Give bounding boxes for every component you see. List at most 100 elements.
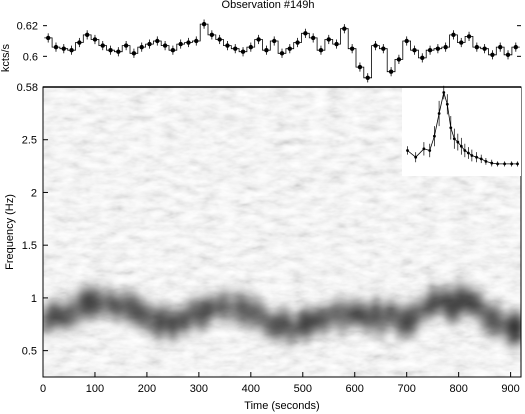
x-tick-label: 900 bbox=[501, 383, 519, 395]
inset-point bbox=[437, 112, 441, 115]
light-curve-point bbox=[490, 52, 495, 57]
light-curve-point bbox=[310, 35, 316, 41]
light-curve-point bbox=[61, 46, 66, 51]
inset-point bbox=[433, 134, 436, 138]
inset-power-spectrum bbox=[402, 85, 521, 176]
inset-point bbox=[496, 162, 499, 166]
y-axis-ticks: 0.5 1 1.5 2 2.5 bbox=[22, 135, 48, 358]
y-tick-label: 1 bbox=[31, 293, 37, 305]
inset-point bbox=[406, 149, 409, 152]
light-curve-point bbox=[264, 48, 269, 53]
light-curve-point bbox=[373, 43, 378, 48]
inset-point bbox=[459, 144, 463, 148]
light-curve-point bbox=[505, 52, 511, 57]
x-tick-label: 300 bbox=[190, 383, 208, 395]
inset-series bbox=[406, 85, 519, 167]
spectrogram-ridge bbox=[43, 278, 521, 349]
x-tick-label: 400 bbox=[242, 383, 260, 395]
x-tick-label: 200 bbox=[138, 383, 156, 395]
light-curve-point bbox=[295, 40, 300, 45]
inset-point bbox=[466, 151, 470, 155]
inset-point bbox=[490, 161, 494, 165]
x-tick-label: 700 bbox=[398, 383, 416, 395]
light-curve-point bbox=[100, 43, 105, 48]
light-curve-y-tick-label: 0.62 bbox=[17, 21, 38, 33]
inset-point bbox=[449, 126, 453, 130]
x-tick-label: 800 bbox=[449, 383, 467, 395]
light-curve-point bbox=[116, 49, 121, 54]
light-curve-point bbox=[388, 69, 394, 74]
light-curve-point bbox=[147, 41, 152, 47]
light-curve-point bbox=[92, 37, 98, 42]
ridge-blob bbox=[515, 312, 521, 339]
light-curve-point bbox=[279, 51, 285, 56]
light-curve-point bbox=[155, 38, 160, 44]
inset-point bbox=[510, 162, 514, 166]
light-curve-point bbox=[53, 44, 59, 50]
y-tick-label: 2.5 bbox=[22, 135, 37, 147]
x-tick-label: 0 bbox=[40, 383, 46, 395]
light-curve-point bbox=[466, 34, 472, 39]
inset-point bbox=[414, 155, 418, 159]
x-tick-label: 600 bbox=[346, 383, 364, 395]
light-curve-point bbox=[84, 32, 90, 38]
light-curve-point bbox=[194, 38, 199, 44]
light-curve-point bbox=[334, 41, 339, 47]
light-curve-y-label: kcts/s bbox=[0, 43, 12, 72]
x-axis-label: Time (seconds) bbox=[244, 400, 319, 412]
light-curve-point bbox=[451, 32, 456, 38]
light-curve-point bbox=[412, 48, 417, 53]
x-tick-label: 500 bbox=[294, 383, 312, 395]
light-curve-point bbox=[427, 48, 433, 53]
light-curve-point bbox=[420, 55, 425, 61]
light-curve-point bbox=[240, 49, 246, 54]
inset-point bbox=[428, 149, 432, 152]
inset-point bbox=[484, 160, 488, 163]
inset-point bbox=[422, 147, 426, 151]
light-curve-point bbox=[396, 57, 402, 62]
light-curve-point bbox=[303, 31, 308, 36]
light-curve-point bbox=[186, 40, 191, 45]
light-curve-point bbox=[459, 40, 464, 45]
light-curve-point bbox=[287, 46, 292, 51]
light-curve-point bbox=[318, 48, 324, 53]
light-curve-y-tick-label: 0.6 bbox=[23, 51, 38, 63]
inset-point bbox=[479, 157, 483, 161]
light-curve-point bbox=[248, 44, 254, 50]
inset-point bbox=[463, 149, 467, 152]
light-curve-point bbox=[357, 64, 363, 70]
light-curve-point bbox=[498, 44, 503, 50]
light-curve-point bbox=[178, 41, 183, 47]
inset-point bbox=[445, 102, 449, 106]
light-curve-point bbox=[365, 75, 370, 81]
inset-point bbox=[516, 162, 519, 166]
x-axis-ticks: 0 100 200 300 400 500 600 700 800 900 bbox=[40, 372, 520, 395]
light-curve-point bbox=[326, 37, 331, 42]
x-tick-label: 100 bbox=[86, 383, 104, 395]
inset-point bbox=[452, 137, 456, 141]
light-curve-y-tick-label: 0.58 bbox=[17, 82, 38, 94]
light-curve-point bbox=[123, 43, 129, 48]
light-curve-point bbox=[435, 46, 441, 51]
light-curve-series bbox=[44, 19, 520, 83]
light-curve-point bbox=[272, 38, 277, 44]
light-curve-point bbox=[69, 48, 74, 53]
light-curve-point bbox=[209, 32, 215, 38]
light-curve-panel: kcts/s 0.58 0.6 0.62 bbox=[0, 19, 521, 94]
y-axis-label: Frequency (Hz) bbox=[4, 194, 16, 270]
inset-point bbox=[470, 154, 474, 157]
light-curve-point bbox=[201, 21, 207, 27]
light-curve-point bbox=[45, 35, 51, 41]
light-curve-point bbox=[77, 40, 82, 45]
light-curve-point bbox=[139, 44, 144, 50]
chart-title: Observation #149h bbox=[222, 0, 315, 11]
inset-point bbox=[442, 91, 446, 94]
light-curve-point bbox=[233, 46, 238, 51]
light-curve-point bbox=[349, 46, 355, 51]
light-curve-point bbox=[225, 43, 230, 48]
y-tick-label: 0.5 bbox=[22, 346, 37, 358]
inset-point bbox=[503, 162, 507, 166]
light-curve-point bbox=[131, 51, 137, 56]
inset-point bbox=[475, 155, 478, 159]
light-curve-point bbox=[108, 48, 113, 53]
